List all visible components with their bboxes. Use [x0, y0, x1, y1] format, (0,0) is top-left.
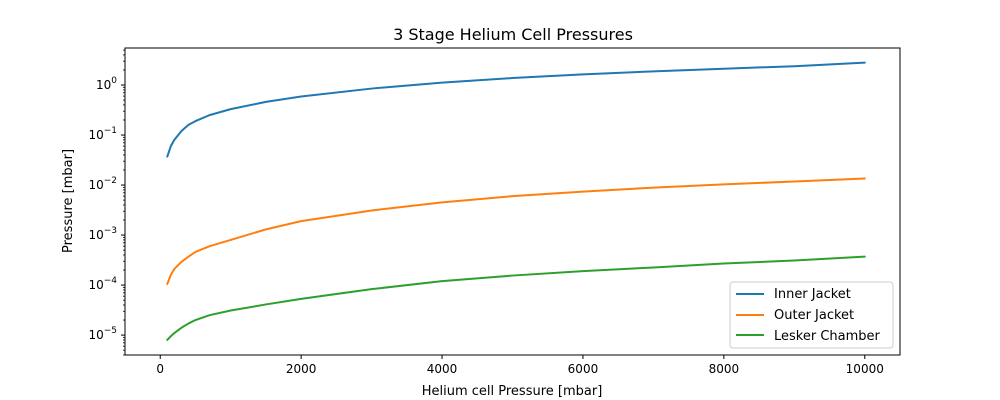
x-tick-label: 4000	[427, 362, 458, 376]
x-axis-ticks: 0 2000 4000 6000 8000 10000	[156, 355, 884, 376]
y-tick-label: 10−5	[88, 326, 117, 342]
chart-title: 3 Stage Helium Cell Pressures	[393, 25, 633, 44]
x-tick-label: 2000	[286, 362, 317, 376]
legend-label-outer-jacket: Outer Jacket	[774, 308, 854, 323]
x-tick-label: 8000	[709, 362, 740, 376]
series-line-inner-jacket	[166, 61, 866, 158]
y-tick-label: 10−1	[88, 126, 117, 142]
x-tick-label: 0	[156, 362, 164, 376]
x-axis-label: Helium cell Pressure [mbar]	[422, 384, 603, 399]
plot-frame	[124, 47, 901, 356]
y-tick-label: 100	[96, 76, 117, 92]
series-line-lesker-chamber	[166, 255, 866, 341]
series-line-outer-jacket	[166, 177, 866, 286]
y-tick-label: 10−4	[88, 276, 117, 292]
legend-label-lesker-chamber: Lesker Chamber	[774, 329, 881, 344]
y-axis-ticks: 10−5 10−4 10−3 10−2 10−1 100	[88, 49, 125, 356]
legend-label-inner-jacket: Inner Jacket	[774, 287, 851, 302]
y-tick-label: 10−3	[88, 226, 117, 242]
y-axis-label: Pressure [mbar]	[61, 149, 76, 253]
y-tick-label: 10−2	[88, 176, 117, 192]
plot-lines	[166, 61, 866, 341]
x-tick-label: 10000	[846, 362, 884, 376]
legend-box	[729, 281, 894, 349]
legend: Inner Jacket Outer Jacket Lesker Chamber	[729, 281, 894, 349]
x-tick-label: 6000	[568, 362, 599, 376]
